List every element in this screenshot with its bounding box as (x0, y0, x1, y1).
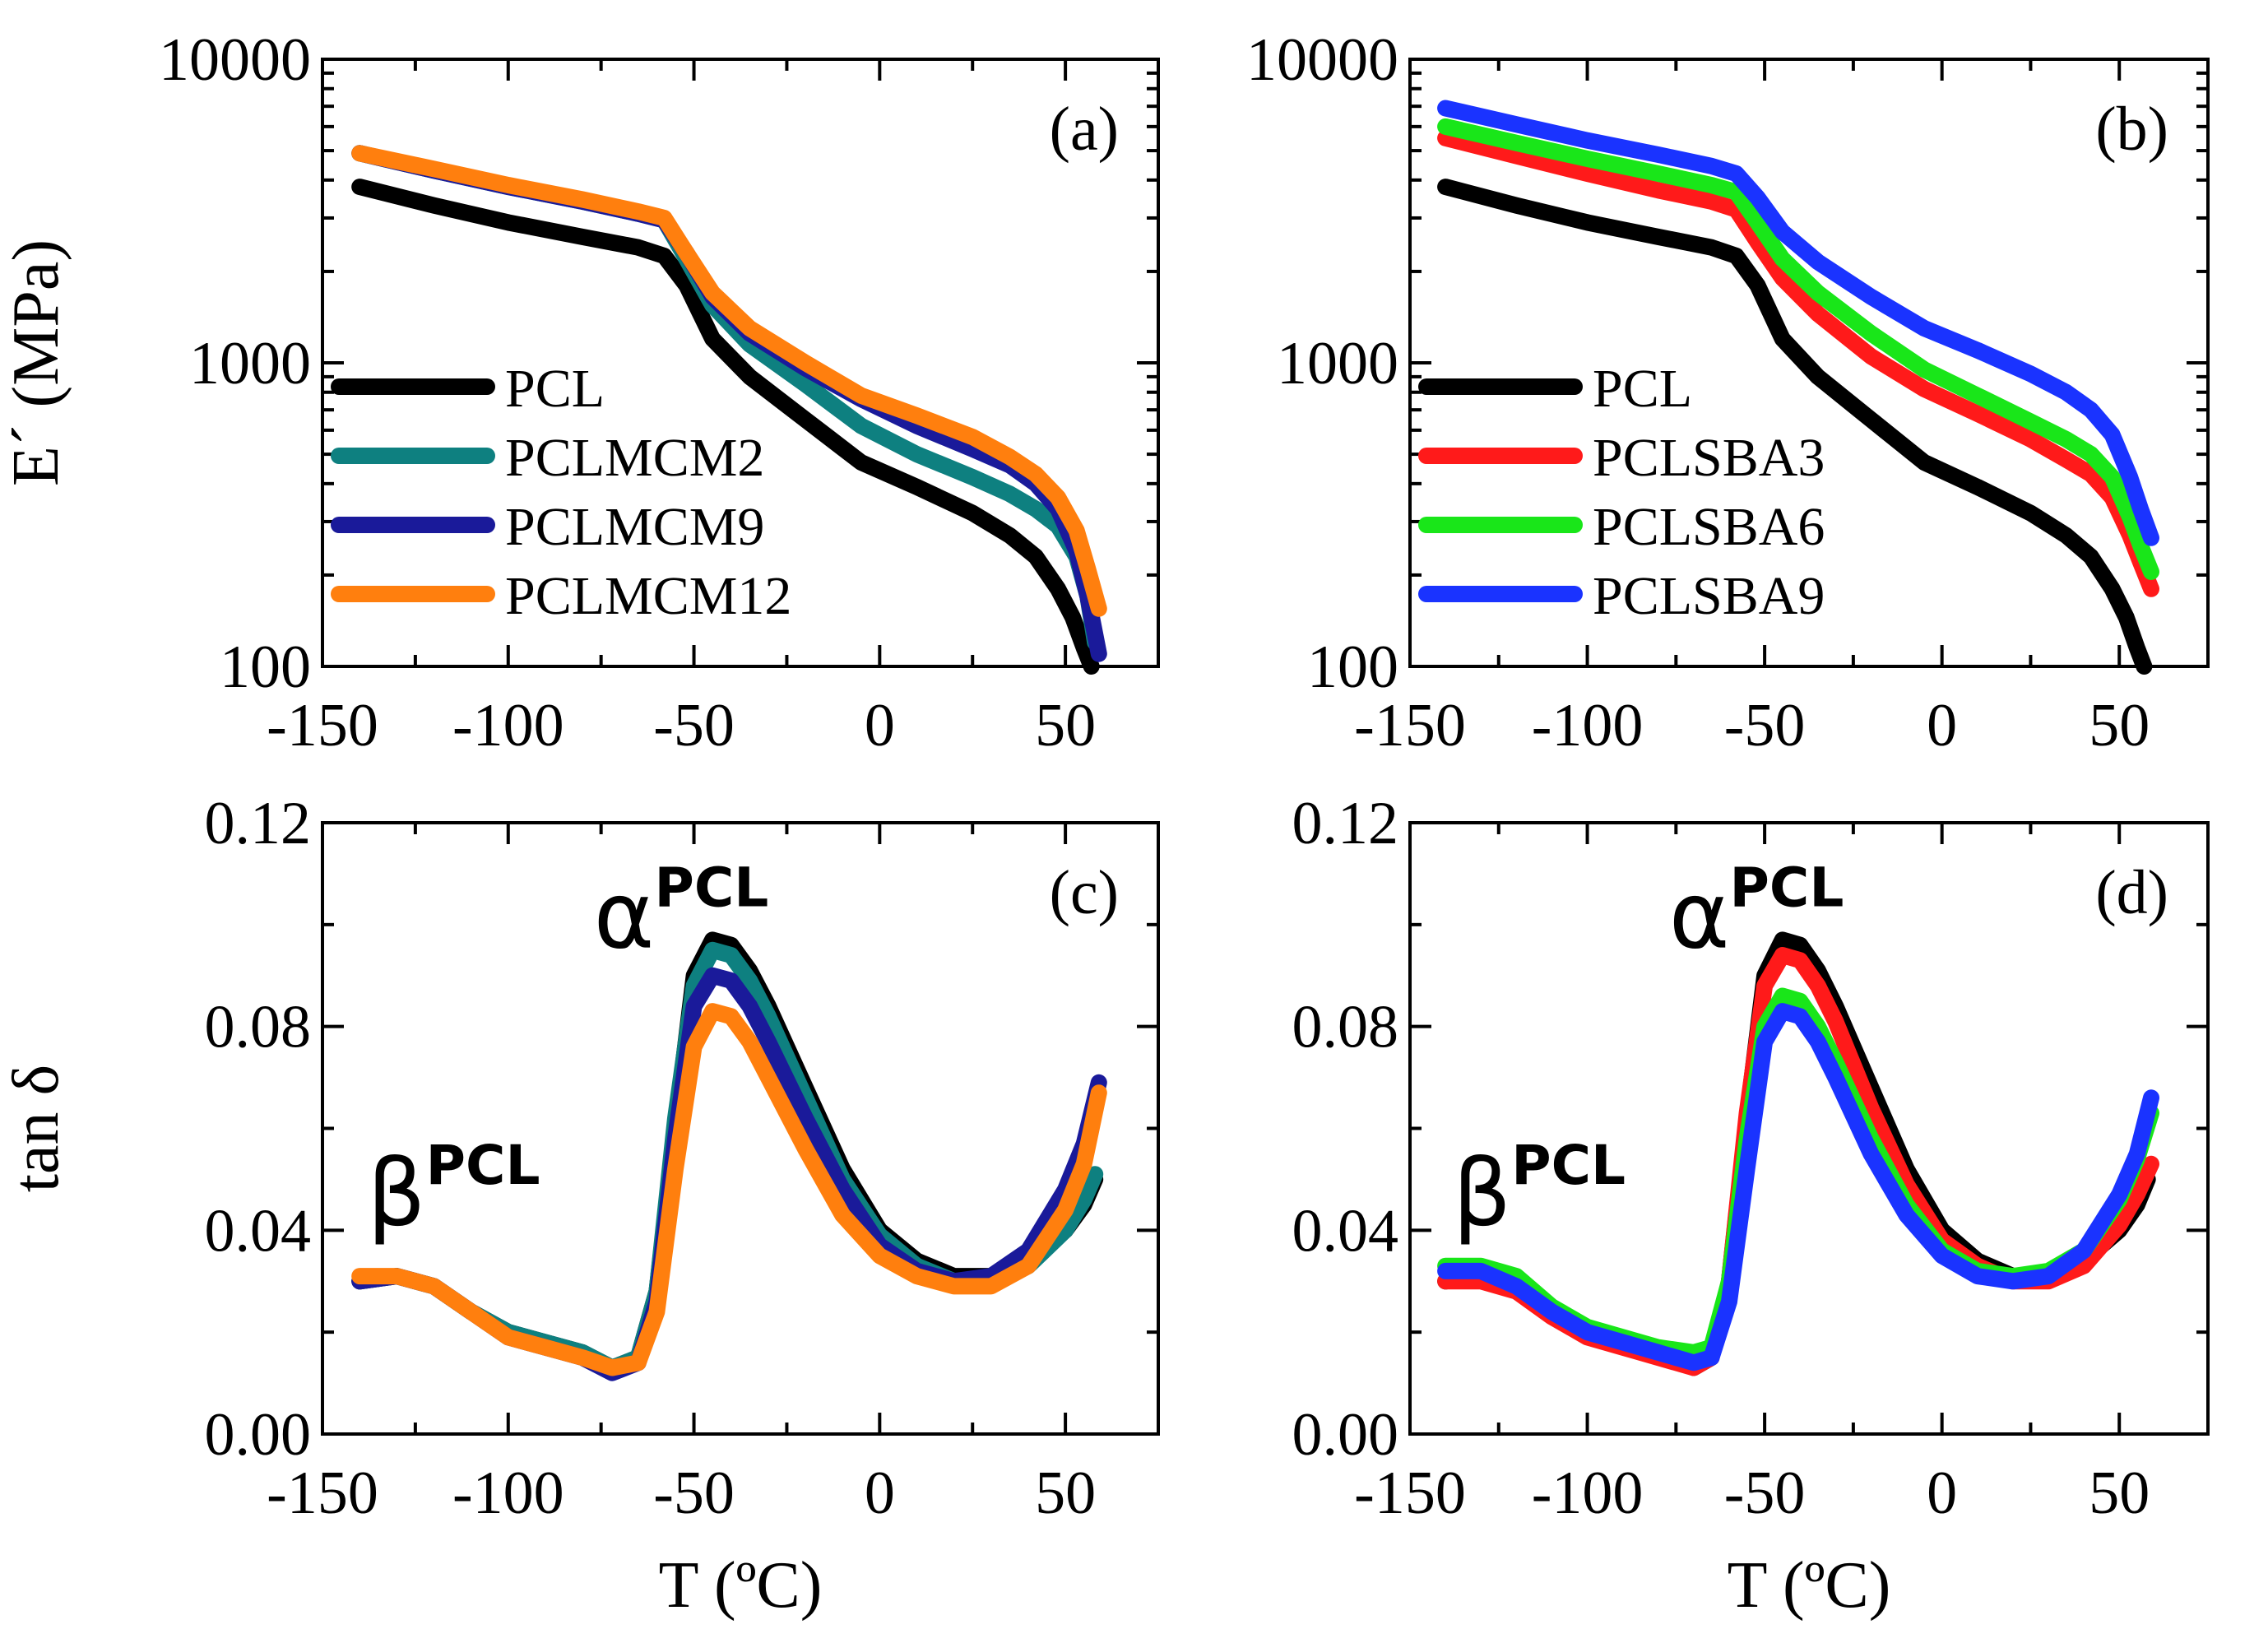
legend-label: PCL (505, 359, 605, 419)
annotation-superscript: PCL (426, 1134, 540, 1197)
y-tick-label: 100 (1307, 634, 1398, 701)
x-tick-label: -150 (267, 692, 378, 759)
series-line-b-pclsba3 (1437, 129, 2159, 597)
x-tick-label: 50 (2089, 1460, 2150, 1527)
legend-label: PCLMCM2 (505, 428, 764, 488)
series-line-c-pclmcm12 (351, 1003, 1107, 1376)
series-line-b-pclsba9 (1437, 100, 2159, 546)
y-tick-label: 0.00 (205, 1401, 312, 1469)
annotation-alpha: αPCL (1669, 856, 1844, 970)
x-tick-label: 50 (1035, 692, 1096, 759)
y-tick-label: 0.08 (205, 994, 312, 1061)
legend-label: PCLMCM12 (505, 566, 791, 626)
legend-label: PCLMCM9 (505, 497, 764, 557)
x-tick-label: 0 (1927, 1460, 1957, 1527)
panel-label-c: (c) (1050, 858, 1119, 927)
panel-label-a: (a) (1050, 95, 1119, 164)
x-tick-label: -100 (1532, 692, 1644, 759)
y-tick-label: 100 (220, 634, 311, 701)
x-tick-label: -100 (452, 692, 564, 759)
x-tick-label: -50 (1724, 1460, 1806, 1527)
annotation-superscript: PCL (654, 856, 768, 920)
y-tick-label: 0.00 (1292, 1401, 1399, 1469)
x-tick-label: -50 (1724, 692, 1806, 759)
annotation-superscript: PCL (1730, 856, 1844, 920)
x-tick-label: 0 (865, 1460, 895, 1527)
x-tick-label: 50 (1035, 1460, 1096, 1527)
legend-label: PCL (1593, 359, 1692, 419)
panel-d: -150 -100 -50 0 50 0.00 0.04 0.08 0.12 (d) T (ºC) β… (1292, 790, 2210, 1622)
x-tick-label: -50 (653, 1460, 735, 1527)
legend-label: PCLSBA6 (1593, 497, 1825, 557)
series-line-b-pclsba6 (1437, 118, 2159, 580)
y-axis-title: E´ (MPa) (0, 239, 72, 486)
y-tick-label: 0.04 (1292, 1197, 1399, 1265)
series-line-d-pclsba9 (1437, 1003, 2159, 1371)
legend-label: PCLSBA3 (1593, 428, 1825, 488)
x-tick-label: -100 (452, 1460, 564, 1527)
x-tick-label: -100 (1532, 1460, 1644, 1527)
annotation-symbol: β (1453, 1140, 1511, 1247)
x-tick-label: -150 (1354, 692, 1466, 759)
x-axis-title: T (ºC) (659, 1549, 823, 1622)
y-tick-label: 0.08 (1292, 994, 1399, 1061)
panel-c: -150 -100 -50 0 50 0.00 0.04 0.08 0.12 (c) tan δ T … (0, 790, 1160, 1622)
panel-b: -150 -100 -50 0 50 100 1000 10000 (b) PCL PCLSBA3 P… (1246, 26, 2210, 759)
annotation-beta: βPCL (1453, 1134, 1626, 1247)
annotation-superscript: PCL (1511, 1134, 1626, 1197)
x-tick-label: 0 (1927, 692, 1957, 759)
x-tick-label: -150 (1354, 1460, 1466, 1527)
y-tick-label: 0.12 (1292, 790, 1399, 857)
annotation-symbol: β (367, 1140, 425, 1247)
x-axis-title: T (ºC) (1728, 1549, 1891, 1622)
annotation-symbol: α (594, 863, 655, 970)
y-tick-label: 0.04 (205, 1197, 312, 1265)
x-tick-label: -50 (653, 692, 735, 759)
series-line-a-pclmcm12 (351, 145, 1107, 617)
y-tick-label: 0.12 (205, 790, 312, 857)
y-tick-label: 1000 (1277, 330, 1398, 397)
panel-a: -150 -100 -50 0 50 100 1000 10000 (a) E´ (MPa) PCL… (0, 26, 1160, 759)
panel-label-d: (d) (2095, 858, 2168, 927)
annotation-alpha: αPCL (594, 856, 769, 970)
x-tick-label: 0 (865, 692, 895, 759)
y-tick-label: 10000 (159, 26, 311, 94)
series-line-b-pcl (1437, 179, 2153, 675)
annotation-beta: βPCL (367, 1134, 540, 1247)
y-tick-label: 1000 (189, 330, 311, 397)
annotation-symbol: α (1669, 863, 1730, 970)
x-tick-label: -150 (267, 1460, 378, 1527)
series-line-a-pcl (351, 179, 1100, 675)
y-tick-label: 10000 (1246, 26, 1398, 94)
panel-label-b: (b) (2095, 95, 2168, 164)
x-tick-label: 50 (2089, 692, 2150, 759)
legend-label: PCLSBA9 (1593, 566, 1825, 626)
y-axis-title: tan δ (0, 1065, 72, 1192)
